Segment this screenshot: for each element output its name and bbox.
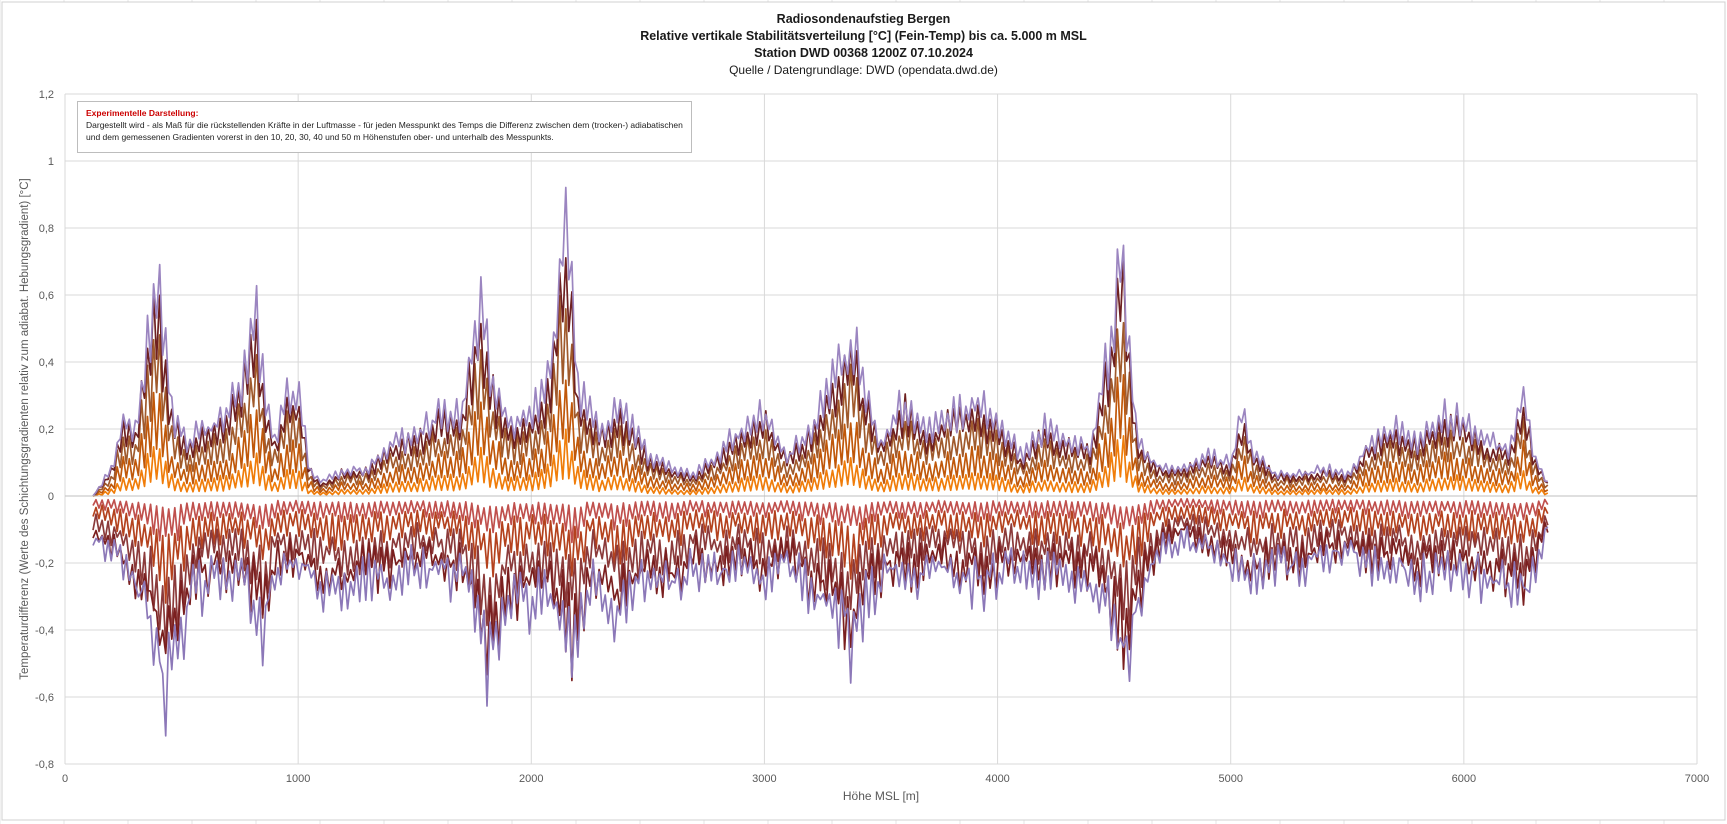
y-tick-label: -0,6 xyxy=(35,692,54,704)
x-axis-ticks: 0 1000 2000 3000 4000 5000 6000 7000 xyxy=(62,773,1709,785)
series-line-positive-1 xyxy=(92,428,1549,497)
x-tick-label: 3000 xyxy=(752,773,776,785)
x-tick-label: 0 xyxy=(62,773,68,785)
series-line-positive-2 xyxy=(92,373,1549,497)
x-tick-label: 1000 xyxy=(286,773,310,785)
y-tick-label: 0,6 xyxy=(39,290,54,302)
x-tick-label: 6000 xyxy=(1452,773,1476,785)
y-tick-label: 1 xyxy=(48,156,54,168)
chart-title-line-3: Station DWD 00368 1200Z 07.10.2024 xyxy=(754,46,973,60)
experimental-note-box: Experimentelle Darstellung: Dargestellt … xyxy=(77,101,692,153)
x-axis-title: Höhe MSL [m] xyxy=(843,789,919,803)
y-tick-label: 0 xyxy=(48,491,54,503)
note-text: Dargestellt wird - als Maß für die rücks… xyxy=(86,120,683,142)
series-lines xyxy=(92,186,1549,737)
chart-title-line-2: Relative vertikale Stabilitätsverteilung… xyxy=(640,29,1087,43)
x-tick-label: 5000 xyxy=(1218,773,1242,785)
y-tick-label: -0,4 xyxy=(35,625,54,637)
y-axis-ticks: -0,8 -0,6 -0,4 -0,2 0 0,2 0,4 0,6 0,8 1 1,2 xyxy=(35,89,54,771)
series-line-negative-2 xyxy=(92,504,1549,604)
x-tick-label: 2000 xyxy=(519,773,543,785)
chart-source-line: Quelle / Datengrundlage: DWD (opendata.d… xyxy=(729,63,998,77)
y-tick-label: 0,8 xyxy=(39,223,54,235)
y-tick-label: 0,4 xyxy=(39,357,54,369)
x-tick-label: 4000 xyxy=(985,773,1009,785)
note-heading: Experimentelle Darstellung: xyxy=(86,108,199,118)
x-tick-label: 7000 xyxy=(1685,773,1709,785)
chart-title-line-1: Radiosondenaufstieg Bergen xyxy=(776,12,951,26)
series-line-negative-5 xyxy=(92,525,1549,737)
series-line-negative-1 xyxy=(92,497,1549,544)
series-line-positive-5 xyxy=(92,186,1548,497)
y-axis-title: Temperaturdifferenz (Werte des Schichtun… xyxy=(19,178,31,680)
y-tick-label: -0,2 xyxy=(35,558,54,570)
y-tick-label: 0,2 xyxy=(39,424,54,436)
y-tick-label: 1,2 xyxy=(39,89,54,101)
chart-title-block: Radiosondenaufstieg Bergen Relative vert… xyxy=(0,11,1727,79)
series-line-negative-4 xyxy=(92,521,1549,682)
y-tick-label: -0,8 xyxy=(35,759,54,771)
